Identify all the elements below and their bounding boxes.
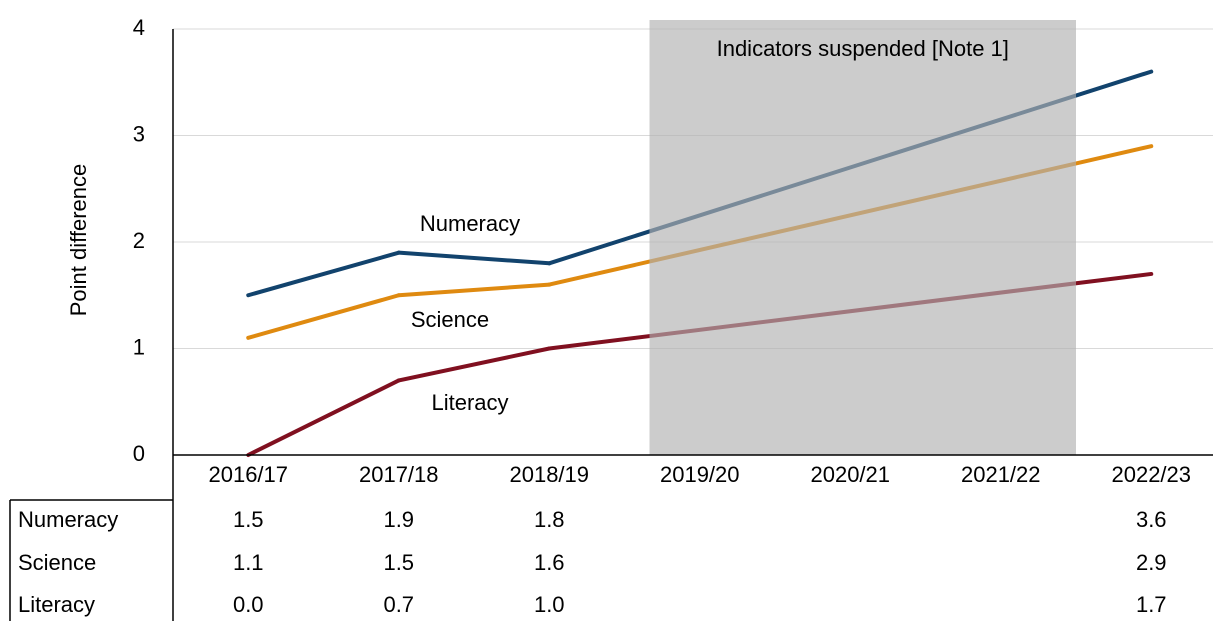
y-axis-label: Point difference xyxy=(66,164,91,316)
line-segment xyxy=(396,282,552,298)
table-cell: 1.0 xyxy=(534,592,565,617)
series-label: Science xyxy=(411,307,489,332)
table-cell: 0.0 xyxy=(233,592,264,617)
table-row-label: Numeracy xyxy=(18,507,118,532)
table-cell: 2.9 xyxy=(1136,550,1167,575)
table-cell: 1.8 xyxy=(534,507,565,532)
table-cell: 1.7 xyxy=(1136,592,1167,617)
table-cell: 1.5 xyxy=(383,550,414,575)
x-tick-label: 2020/21 xyxy=(810,462,890,487)
line-segment xyxy=(396,346,552,383)
line-segment xyxy=(246,293,401,340)
x-tick-label: 2017/18 xyxy=(359,462,439,487)
table-row-label: Science xyxy=(18,550,96,575)
series-label: Numeracy xyxy=(420,211,520,236)
table-cell: 1.1 xyxy=(233,550,264,575)
line-segment xyxy=(396,250,552,266)
table-cell: 3.6 xyxy=(1136,507,1167,532)
x-tick-label: 2021/22 xyxy=(961,462,1041,487)
shaded-label: Indicators suspended [Note 1] xyxy=(717,36,1009,61)
series-label: Literacy xyxy=(431,390,508,415)
x-tick-label: 2018/19 xyxy=(509,462,589,487)
y-tick-label: 4 xyxy=(133,15,145,40)
table-cell: 1.5 xyxy=(233,507,264,532)
x-tick-label: 2019/20 xyxy=(660,462,740,487)
y-tick-label: 3 xyxy=(133,121,145,146)
line-segment xyxy=(246,250,401,298)
shaded-region xyxy=(649,20,1076,455)
y-tick-label: 2 xyxy=(133,228,145,253)
y-tick-label: 0 xyxy=(133,441,145,466)
table-cell: 1.6 xyxy=(534,550,565,575)
x-tick-label: 2016/17 xyxy=(208,462,288,487)
y-tick-label: 1 xyxy=(133,334,145,359)
table-cell: 0.7 xyxy=(383,592,414,617)
table-row-label: Literacy xyxy=(18,592,95,617)
line-segment xyxy=(246,378,401,457)
table-cell: 1.9 xyxy=(383,507,414,532)
x-tick-label: 2022/23 xyxy=(1111,462,1191,487)
